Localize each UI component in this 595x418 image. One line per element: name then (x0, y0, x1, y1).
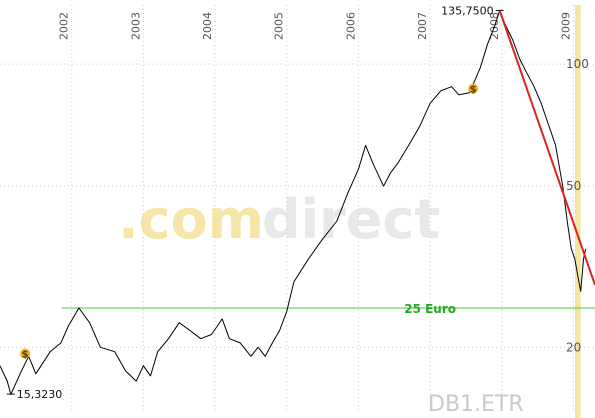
year-tick-2007: 2007 (416, 12, 429, 40)
price-tick-20: 20 (566, 340, 581, 354)
highlight-band (574, 5, 581, 418)
watermark: .com direct (118, 188, 440, 251)
year-tick-2003: 2003 (129, 12, 142, 40)
dividend-marker-symbol-2: $ (470, 85, 477, 96)
dividend-marker-1 (20, 348, 31, 359)
year-tick-2009: 2009 (559, 12, 572, 40)
year-tick-2005: 2005 (273, 12, 286, 40)
downtrend-line (498, 10, 595, 286)
high-price-label: 135,7500 (441, 4, 494, 17)
year-tick-2006: 2006 (344, 12, 357, 40)
year-axis-labels: 2002 2003 2004 2005 2006 2007 2008 2009 (58, 12, 573, 40)
price-axis-labels: 100 50 20 (566, 57, 589, 354)
dividend-marker-symbol-1: $ (22, 350, 29, 361)
price-tick-50: 50 (566, 179, 581, 193)
price-annotations: 135,7500 15,3230 (6, 4, 504, 401)
dividend-markers: $$ (20, 83, 479, 361)
low-price-label: 15,3230 (17, 388, 63, 401)
price-series-line (0, 9, 587, 395)
ticker-symbol: DB1.ETR (428, 392, 524, 417)
watermark-com: .com (118, 188, 264, 251)
price-tick-100: 100 (566, 57, 589, 71)
support-line-label: 25 Euro (404, 302, 456, 316)
year-tick-2002: 2002 (58, 12, 71, 40)
dividend-marker-2 (468, 83, 479, 94)
year-tick-2004: 2004 (201, 12, 214, 40)
watermark-direct: direct (262, 188, 440, 251)
